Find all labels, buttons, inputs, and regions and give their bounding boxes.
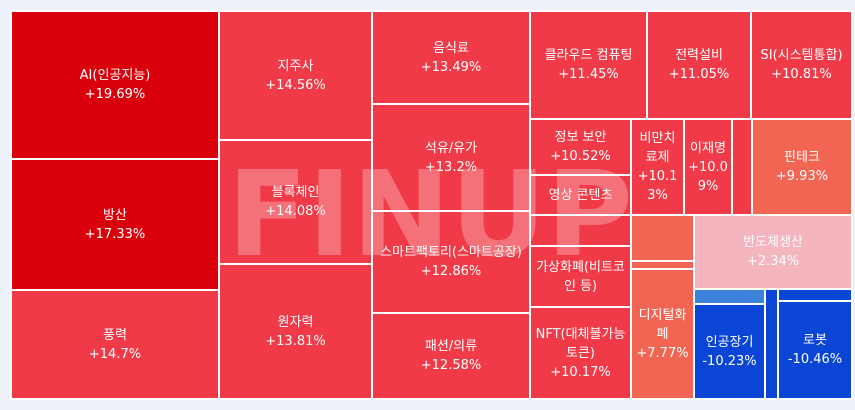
- tile-change: +10.81%: [771, 67, 832, 82]
- treemap-tile[interactable]: 로봇 -10.46%: [777, 300, 853, 400]
- tile-change: +19.69%: [84, 87, 146, 102]
- tile-change: +14.08%: [265, 204, 326, 219]
- treemap-tile[interactable]: 정보 보안 +10.52%: [529, 118, 632, 176]
- tile-name: 로봇: [803, 333, 827, 348]
- treemap-tile[interactable]: [731, 118, 753, 216]
- tile-change: +10.52%: [550, 149, 611, 164]
- treemap-tile[interactable]: [630, 214, 695, 262]
- treemap-tile[interactable]: 클라우드 컴퓨팅 +11.45%: [529, 10, 648, 120]
- tile-name: 핀테크: [784, 150, 820, 165]
- tile-name: 인공장기: [705, 334, 754, 350]
- treemap-tile[interactable]: 반도체생산 +2.34%: [693, 214, 853, 290]
- tile-change: +10.17%: [550, 364, 611, 380]
- tile-change: -10.46%: [787, 352, 843, 367]
- treemap-tile[interactable]: 블록체인 +14.08%: [218, 139, 373, 265]
- treemap-tile[interactable]: 지주사 +14.56%: [218, 10, 373, 141]
- tile-change: +14.7%: [88, 346, 142, 362]
- tile-name: 풍력: [103, 327, 127, 343]
- treemap-tile[interactable]: 음식료 +13.49%: [371, 10, 531, 105]
- tile-change: +17.33%: [84, 226, 146, 242]
- tile-name: 음식료: [433, 40, 469, 56]
- tile-name: 영상 콘텐츠: [548, 187, 613, 203]
- tile-name: 정보 보안: [554, 130, 607, 145]
- treemap-tile[interactable]: 스마트팩토리(스마트공장) +12.86%: [371, 210, 531, 314]
- treemap-tile[interactable]: 핀테크 +9.93%: [751, 118, 853, 216]
- tile-change: +13.49%: [420, 59, 482, 75]
- tile-change: +7.77%: [636, 345, 689, 361]
- tile-name: 지주사: [277, 58, 314, 74]
- treemap-tile[interactable]: 디지털화폐 +7.77%: [630, 268, 695, 400]
- tile-name: 패션/의류: [424, 339, 478, 354]
- treemap-tile[interactable]: AI(인공지능) +19.69%: [10, 10, 220, 160]
- tile-name: 블록체인: [271, 185, 320, 200]
- treemap-tile[interactable]: 방산 +17.33%: [10, 158, 220, 291]
- tile-change: +12.86%: [420, 264, 482, 279]
- tile-name: 반도체생산: [743, 235, 803, 250]
- tile-name: 디지털화폐: [638, 307, 687, 342]
- treemap-tile[interactable]: 이재명 +10.09%: [683, 118, 733, 216]
- treemap-tile[interactable]: 원자력 +13.81%: [218, 263, 373, 400]
- tile-name: 원자력: [277, 314, 314, 330]
- tile-change: +10.13%: [637, 169, 678, 203]
- treemap-tile[interactable]: 가상화폐(비트코인 등): [529, 245, 632, 308]
- treemap-tile[interactable]: 영상 콘텐츠: [529, 174, 632, 216]
- tile-change: +11.05%: [668, 67, 730, 82]
- tile-name: NFT(대체불가능토큰): [535, 326, 626, 361]
- tile-change: +14.56%: [265, 77, 326, 93]
- tile-change: +13.81%: [265, 333, 326, 349]
- treemap-tile[interactable]: 비만치료제 +10.13%: [630, 118, 685, 216]
- tile-change: -10.23%: [702, 353, 757, 369]
- tile-name: 방산: [103, 207, 127, 223]
- tile-change: +9.93%: [775, 169, 829, 184]
- tile-name: 석유/유가: [424, 140, 478, 156]
- tile-name: 클라우드 컴퓨팅: [544, 48, 633, 63]
- tile-change: +10.09%: [688, 159, 728, 194]
- tile-change: +12.58%: [420, 358, 482, 373]
- treemap-tile[interactable]: 전력설비 +11.05%: [646, 10, 752, 120]
- tile-name: 가상화폐(비트코인 등): [536, 259, 625, 294]
- treemap-tile[interactable]: 인공장기 -10.23%: [693, 303, 766, 400]
- tile-name: 전력설비: [675, 48, 723, 63]
- tile-change: +13.2%: [424, 159, 478, 175]
- treemap-tile[interactable]: 석유/유가 +13.2%: [371, 103, 531, 212]
- tile-name: 비만치료제: [639, 131, 676, 165]
- treemap-tile[interactable]: 패션/의류 +12.58%: [371, 312, 531, 400]
- treemap-tile[interactable]: 풍력 +14.7%: [10, 289, 220, 400]
- tile-name: SI(시스템통합): [760, 48, 843, 63]
- tile-name: 이재명: [690, 140, 726, 156]
- tile-name: 스마트팩토리(스마트공장): [380, 245, 522, 260]
- treemap-tile[interactable]: [529, 214, 632, 247]
- tile-change: +11.45%: [558, 67, 619, 82]
- tile-change: +2.34%: [746, 254, 800, 269]
- treemap-tile[interactable]: NFT(대체불가능토큰) +10.17%: [529, 306, 632, 400]
- treemap-tile[interactable]: SI(시스템통합) +10.81%: [750, 10, 853, 120]
- tile-name: AI(인공지능): [79, 68, 151, 83]
